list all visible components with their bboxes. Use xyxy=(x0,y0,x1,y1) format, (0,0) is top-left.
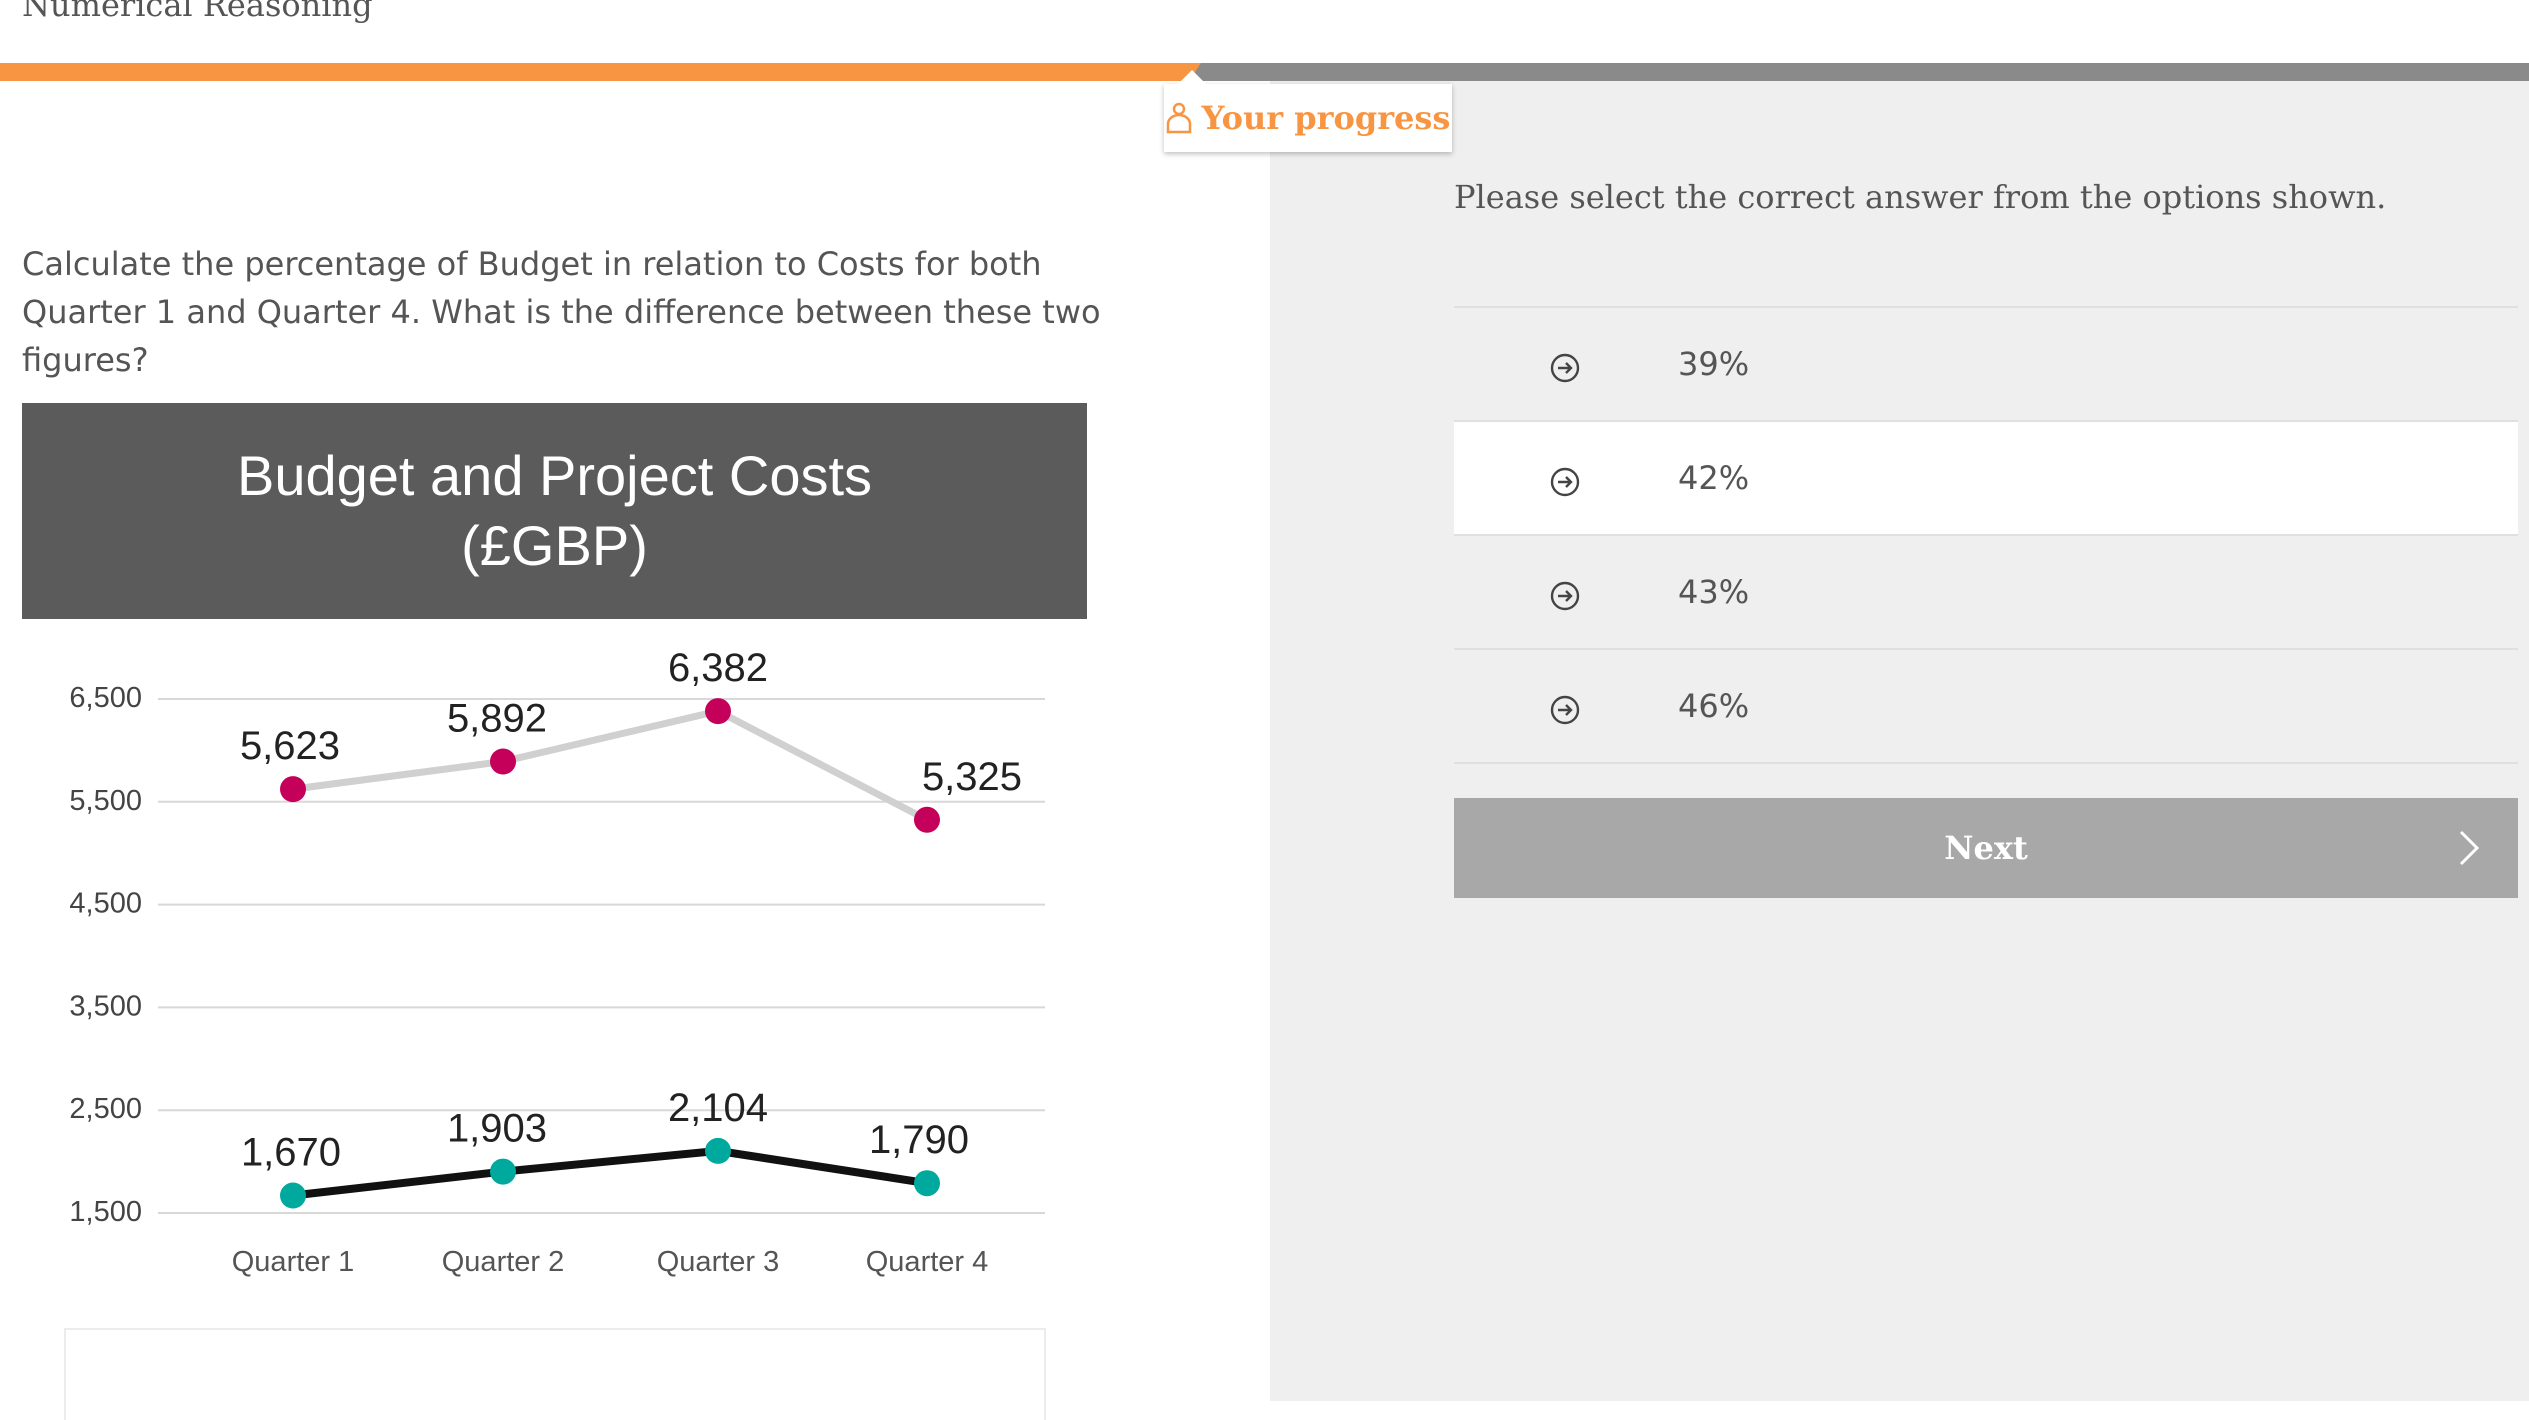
data-label-budget: 5,325 xyxy=(922,755,1022,799)
chart-subtitle: (£GBP) xyxy=(461,514,648,577)
chevron-right-icon xyxy=(2459,830,2480,866)
y-tick-label: 3,500 xyxy=(69,990,142,1022)
x-tick-label: Quarter 4 xyxy=(866,1246,989,1278)
next-button-label: Next xyxy=(1944,829,2028,867)
answer-option-4[interactable]: 46% xyxy=(1454,648,2518,764)
data-label-costs: 1,903 xyxy=(447,1107,547,1151)
answer-option-label: 43% xyxy=(1678,573,1750,611)
answer-option-label: 39% xyxy=(1678,345,1750,383)
x-tick-label: Quarter 1 xyxy=(232,1246,355,1278)
line-chart: 6,500 5,500 4,500 3,500 2,500 1,500 Quarter 1… xyxy=(69,646,1045,1278)
chart-header: Budget and Project Costs (£GBP) xyxy=(22,403,1087,619)
chart-title: Budget and Project Costs xyxy=(236,444,873,507)
y-tick-label: 4,500 xyxy=(69,888,142,920)
data-point-costs xyxy=(490,1158,516,1185)
your-progress-label: Your progress xyxy=(1201,99,1451,137)
data-point-budget xyxy=(280,776,306,803)
series-line-costs xyxy=(292,1146,928,1200)
data-point-budget xyxy=(490,748,516,775)
answer-option-2[interactable]: 42% xyxy=(1454,420,2518,534)
arrow-circle-icon xyxy=(1550,353,1580,383)
y-tick-label: 6,500 xyxy=(69,682,142,714)
series-line-budget xyxy=(292,707,929,823)
data-label-costs: 1,670 xyxy=(241,1131,341,1175)
data-point-costs xyxy=(914,1170,940,1197)
y-tick-label: 5,500 xyxy=(69,785,142,817)
arrow-circle-icon xyxy=(1550,695,1580,725)
data-point-budget xyxy=(705,698,731,725)
data-label-budget: 6,382 xyxy=(668,646,768,690)
x-tick-label: Quarter 2 xyxy=(442,1246,565,1278)
y-tick-label: 2,500 xyxy=(69,1093,142,1125)
arrow-circle-icon xyxy=(1550,467,1580,497)
data-label-budget: 5,892 xyxy=(447,697,547,741)
answer-options: 39% 42% 43% 46% xyxy=(1454,306,2518,764)
answer-pane xyxy=(1270,81,2529,1401)
progress-bar-fill xyxy=(0,63,1189,81)
next-button[interactable]: Next xyxy=(1454,798,2518,898)
answer-option-label: 46% xyxy=(1678,687,1750,725)
data-label-costs: 1,790 xyxy=(869,1118,969,1162)
instruction-text: Please select the correct answer from th… xyxy=(1454,178,2387,216)
data-point-budget xyxy=(914,806,940,833)
answer-option-1[interactable]: 39% xyxy=(1454,306,2518,420)
legend-box xyxy=(64,1328,1046,1420)
data-label-budget: 5,623 xyxy=(240,724,340,768)
page-title: Numerical Reasoning xyxy=(22,0,373,24)
progress-bar xyxy=(0,63,2529,81)
data-point-costs xyxy=(280,1182,306,1209)
answer-option-label: 42% xyxy=(1678,459,1750,497)
your-progress-tab[interactable]: Your progress xyxy=(1164,70,1452,152)
arrow-circle-icon xyxy=(1550,581,1580,611)
answer-option-3[interactable]: 43% xyxy=(1454,534,2518,648)
user-icon xyxy=(1166,102,1191,134)
x-tick-label: Quarter 3 xyxy=(657,1246,780,1278)
data-point-costs xyxy=(705,1137,731,1164)
y-tick-label: 1,500 xyxy=(69,1196,142,1228)
question-text: Calculate the percentage of Budget in re… xyxy=(22,245,1101,379)
data-label-costs: 2,104 xyxy=(668,1086,768,1130)
